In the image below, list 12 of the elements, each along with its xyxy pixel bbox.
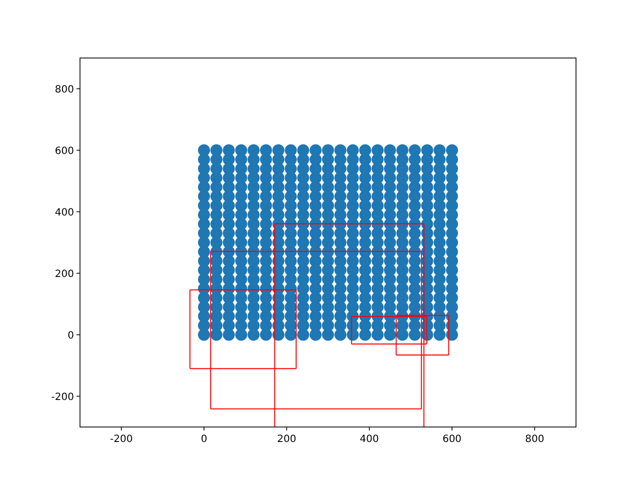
x-tick-label: 0 bbox=[200, 434, 208, 445]
x-tick-label: 600 bbox=[442, 434, 462, 445]
y-tick-label: 400 bbox=[54, 207, 74, 218]
y-tick-label: 0 bbox=[68, 330, 74, 342]
x-tick-label: -200 bbox=[110, 434, 133, 445]
y-tick-label: 600 bbox=[54, 146, 74, 157]
x-tick-label: 800 bbox=[525, 434, 544, 445]
y-tick-label: -200 bbox=[51, 392, 74, 403]
y-tick-label: 200 bbox=[54, 268, 74, 280]
y-tick-label: 800 bbox=[54, 84, 74, 96]
x-tick-label: 400 bbox=[360, 434, 379, 445]
x-tick-label: 200 bbox=[277, 434, 296, 445]
